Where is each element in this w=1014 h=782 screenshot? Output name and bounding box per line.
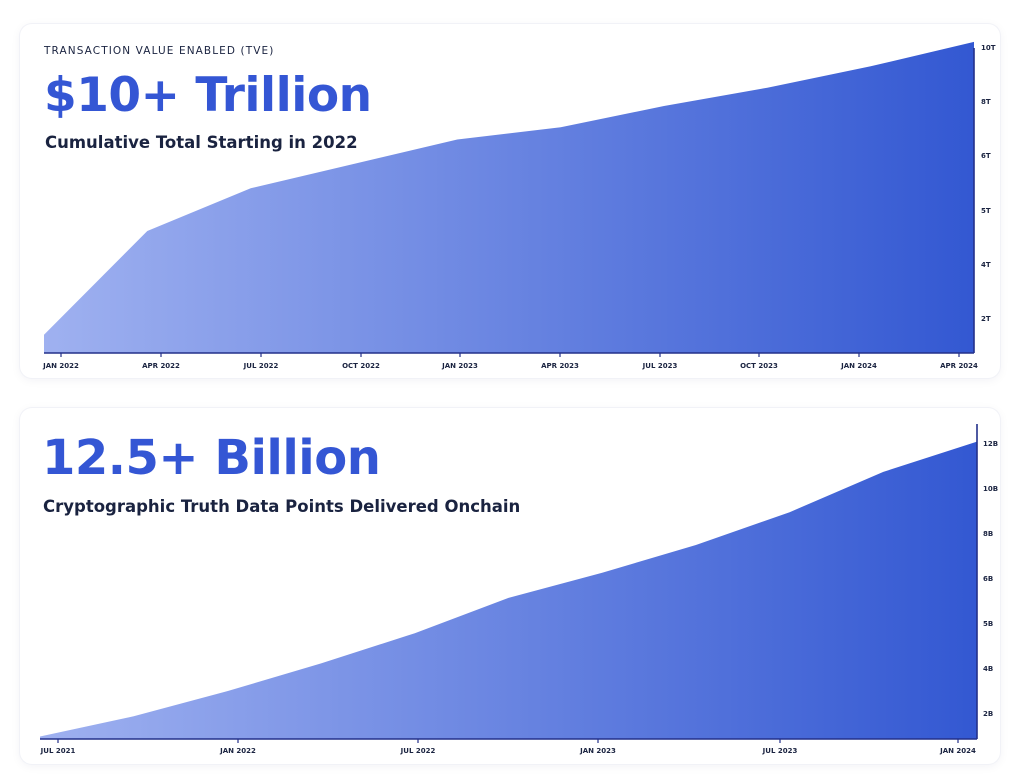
data-points-area-chart: JUL 2021 JAN 2022 JUL 2022 JAN 2023 JUL 2023… xyxy=(40,424,998,755)
tve-x-tick-label: OCT 2023 xyxy=(740,362,778,370)
tve-x-tick-label: APR 2024 xyxy=(940,362,978,370)
tve-y-tick-label: 5T xyxy=(981,207,991,215)
tve-x-tick-label: JAN 2022 xyxy=(42,362,79,370)
dp-x-tick-label: JUL 2021 xyxy=(40,747,76,755)
tve-x-tick-label: JUL 2023 xyxy=(642,362,678,370)
tve-card: JAN 2022 APR 2022 JUL 2022 OCT 2022 JAN 2023… xyxy=(20,24,1000,378)
dp-y-tick-label: 10B xyxy=(983,485,998,493)
dp-y-tick-label: 5B xyxy=(983,620,993,628)
tve-x-tick-label: JUL 2022 xyxy=(243,362,279,370)
dp-y-tick-label: 2B xyxy=(983,710,993,718)
dp-y-tick-label: 4B xyxy=(983,665,993,673)
dp-x-tick-label: JAN 2022 xyxy=(219,747,256,755)
tve-y-tick-label: 10T xyxy=(981,44,996,52)
tve-x-tick-label: APR 2023 xyxy=(541,362,579,370)
tve-x-tick-label: OCT 2022 xyxy=(342,362,380,370)
tve-x-tick-label: APR 2022 xyxy=(142,362,180,370)
dp-x-tick-label: JUL 2023 xyxy=(762,747,798,755)
tve-area-chart: JAN 2022 APR 2022 JUL 2022 OCT 2022 JAN 2023… xyxy=(42,41,996,370)
tve-subhead: Cumulative Total Starting in 2022 xyxy=(45,133,358,152)
tve-headline: $10+ Trillion xyxy=(44,68,372,123)
tve-x-tick-label: JAN 2024 xyxy=(840,362,877,370)
tve-y-tick-label: 4T xyxy=(981,261,991,269)
data-points-subhead: Cryptographic Truth Data Points Delivere… xyxy=(43,497,521,516)
dp-x-tick-label: JAN 2023 xyxy=(579,747,616,755)
dp-area-series xyxy=(40,441,977,739)
dp-x-tick-label: JAN 2024 xyxy=(939,747,976,755)
tve-area-series xyxy=(44,41,974,354)
dp-y-tick-label: 8B xyxy=(983,530,993,538)
tve-y-tick-label: 2T xyxy=(981,315,991,323)
dp-x-tick-label: JUL 2022 xyxy=(400,747,436,755)
dp-y-tick-label: 6B xyxy=(983,575,993,583)
tve-y-tick-label: 8T xyxy=(981,98,991,106)
data-points-card: JUL 2021 JAN 2022 JUL 2022 JAN 2023 JUL 2023… xyxy=(20,408,1000,764)
tve-y-tick-label: 6T xyxy=(981,152,991,160)
data-points-headline: 12.5+ Billion xyxy=(42,430,381,486)
tve-eyebrow: TRANSACTION VALUE ENABLED (TVE) xyxy=(44,45,275,57)
tve-x-tick-label: JAN 2023 xyxy=(441,362,478,370)
dp-y-tick-label: 12B xyxy=(983,440,998,448)
